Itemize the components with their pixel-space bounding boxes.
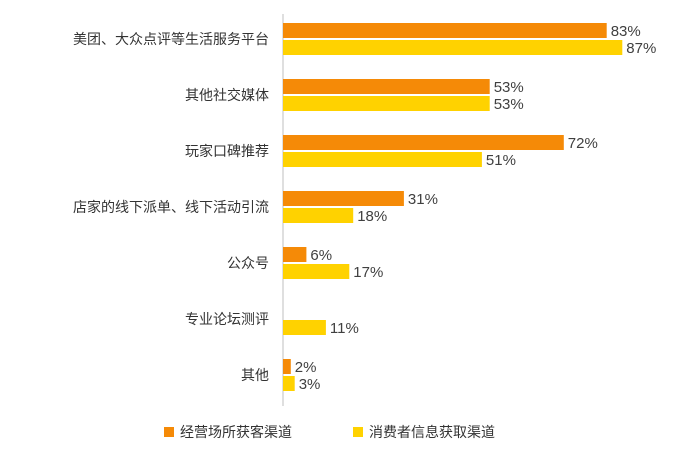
bar-series-2	[283, 96, 490, 111]
bar-series-2	[283, 152, 482, 167]
legend: 经营场所获客渠道 消费者信息获取渠道	[164, 424, 495, 441]
data-label: 87%	[626, 40, 656, 57]
bar-series-2	[283, 264, 350, 279]
data-label: 3%	[299, 376, 321, 393]
bar-series-1	[283, 247, 307, 262]
category-label: 公众号	[227, 256, 269, 272]
category-label: 专业论坛测评	[185, 312, 269, 328]
data-label: 51%	[486, 152, 516, 169]
category-label: 玩家口碑推荐	[185, 143, 269, 160]
bar-series-1	[283, 359, 291, 374]
bar-series-2	[283, 208, 354, 223]
legend-label: 经营场所获客渠道	[180, 424, 292, 441]
bar-series-1	[283, 23, 607, 38]
data-label: 18%	[357, 208, 387, 225]
category-label: 店家的线下派单、线下活动引流	[73, 199, 269, 216]
category-labels: 美团、大众点评等生活服务平台其他社交媒体玩家口碑推荐店家的线下派单、线下活动引流…	[73, 31, 269, 384]
category-label: 其他社交媒体	[185, 87, 269, 104]
category-label: 美团、大众点评等生活服务平台	[73, 31, 269, 48]
data-label: 53%	[494, 96, 524, 113]
data-label: 53%	[494, 79, 524, 96]
bar-series-1	[283, 191, 404, 206]
legend-swatch	[164, 427, 174, 437]
legend-label: 消费者信息获取渠道	[369, 424, 495, 441]
data-label: 2%	[295, 359, 317, 376]
bar-series-1	[283, 79, 490, 94]
category-label: 其他	[241, 368, 269, 384]
bar-series-2	[283, 376, 295, 391]
legend-swatch	[353, 427, 363, 437]
bar-series-2	[283, 40, 623, 55]
bar-series-1	[283, 135, 564, 150]
bars	[283, 23, 623, 391]
data-label: 31%	[408, 191, 438, 208]
data-label: 83%	[611, 23, 641, 40]
bar-series-2	[283, 320, 326, 335]
data-label: 11%	[330, 320, 359, 337]
value-labels: 83%87% 53%53% 72% 51% 31% 18% 6% 17% 11% 2%3%	[295, 23, 657, 393]
data-label: 17%	[353, 264, 383, 281]
data-label: 72%	[568, 135, 598, 152]
data-label: 6%	[310, 247, 332, 264]
